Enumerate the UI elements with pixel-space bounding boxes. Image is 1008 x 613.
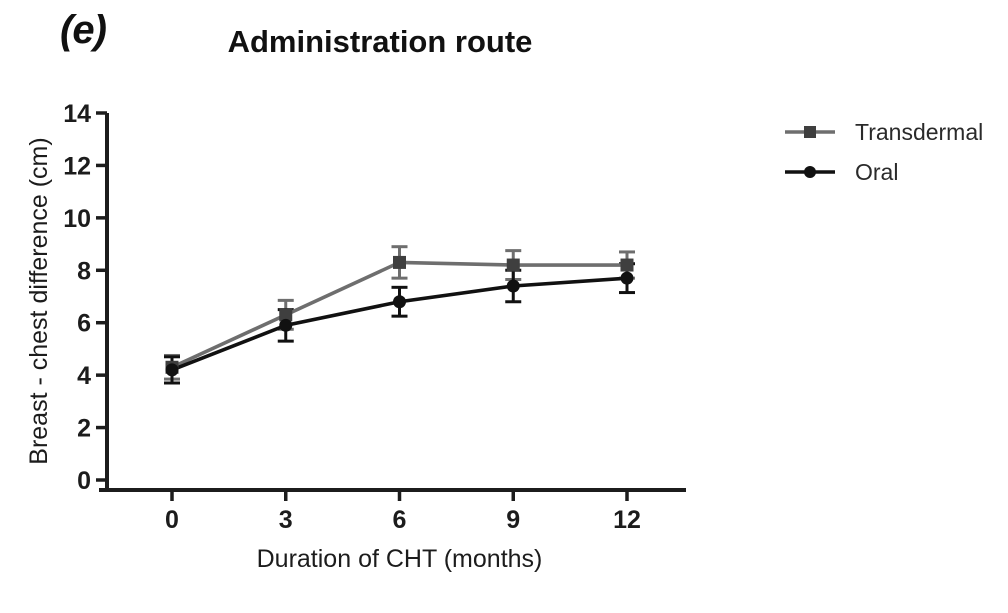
x-tick-label: 9 — [506, 506, 520, 534]
x-tick-label: 6 — [393, 506, 407, 534]
data-point-marker — [506, 279, 520, 293]
y-tick-label: 12 — [63, 152, 91, 180]
legend-item-oral: Oral — [783, 152, 983, 192]
data-point-marker — [620, 271, 634, 285]
chart-title: Administration route — [227, 24, 533, 59]
legend: Transdermal Oral — [783, 112, 983, 192]
data-point-marker — [620, 258, 634, 272]
x-axis-label: Duration of CHT (months) — [256, 545, 543, 573]
transdermal-series-swatch-icon — [785, 126, 835, 138]
oral-series-swatch-icon — [785, 166, 835, 178]
y-tick-label: 0 — [77, 467, 91, 495]
data-point-marker — [393, 295, 406, 309]
x-tick-label: 12 — [613, 506, 641, 534]
y-tick-label: 2 — [77, 415, 91, 443]
data-point-marker — [279, 308, 293, 322]
legend-marker-icon — [804, 126, 816, 138]
data-point-marker — [506, 258, 520, 272]
y-tick-label: 6 — [77, 310, 91, 338]
legend-item-transdermal: Transdermal — [783, 112, 983, 152]
y-tick-label: 4 — [77, 362, 91, 390]
legend-label-transdermal: Transdermal — [855, 118, 984, 145]
data-point-marker — [393, 255, 406, 269]
panel-label: (e) — [60, 8, 107, 52]
y-tick-label: 14 — [63, 100, 91, 128]
legend-label-oral: Oral — [855, 158, 899, 185]
y-tick-label: 10 — [63, 205, 91, 233]
y-tick-label: 8 — [77, 257, 91, 285]
data-point-marker — [165, 363, 179, 377]
x-tick-label: 0 — [165, 506, 179, 534]
data-point-marker — [279, 318, 293, 332]
legend-marker-icon — [804, 166, 816, 178]
x-tick-label: 3 — [279, 506, 293, 534]
